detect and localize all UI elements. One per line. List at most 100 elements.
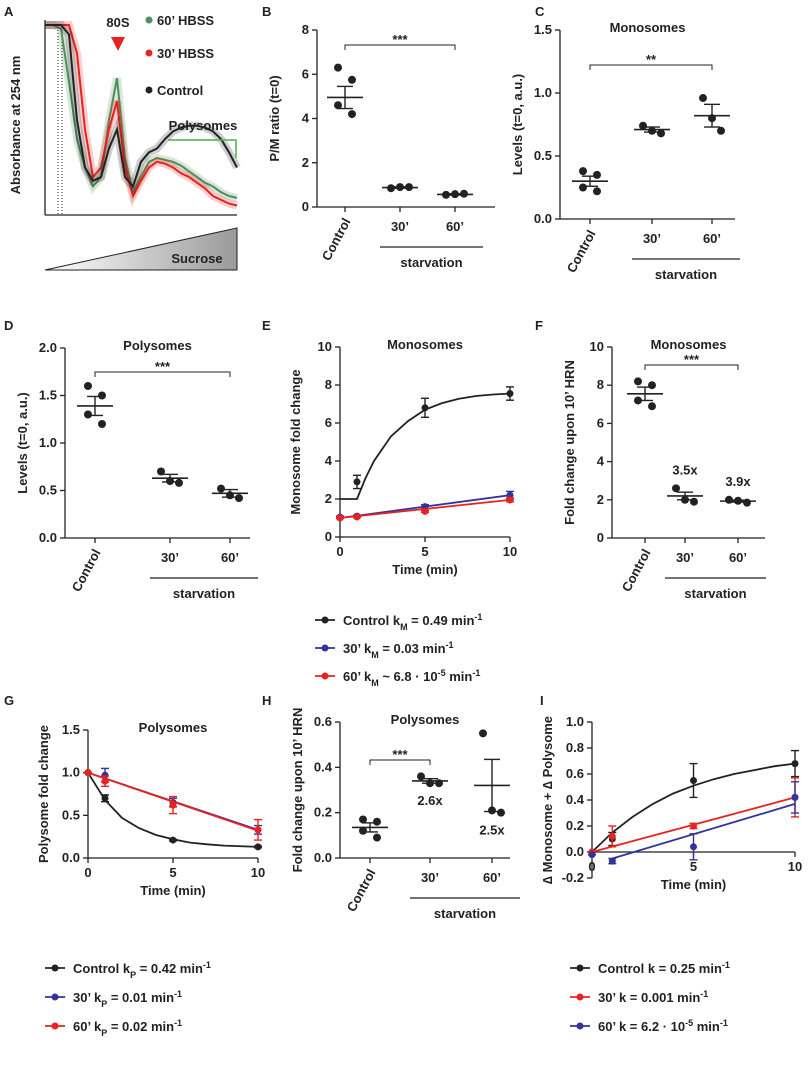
- legend-label-part: P: [101, 999, 107, 1009]
- sucrose-gradient: [44, 227, 238, 271]
- legend-dot: [576, 964, 584, 972]
- trace: [45, 24, 238, 207]
- y-tick-label: 0.5: [39, 483, 57, 498]
- significance-bracket: [644, 364, 739, 370]
- panel-letter: E: [262, 318, 271, 333]
- x-tick-label: 30’: [643, 231, 661, 246]
- x-tick-label: 60’: [703, 231, 721, 246]
- y-tick-label: 0.6: [314, 714, 332, 729]
- x-tick-label: 0: [588, 859, 595, 874]
- data-point: [791, 793, 799, 801]
- panel-title: Monosomes: [387, 337, 463, 352]
- legend-label-part: 60’ k: [73, 1019, 102, 1034]
- x-tick-label: 5: [690, 859, 697, 874]
- panel-title: Polysomes: [123, 338, 192, 353]
- data-point: [672, 484, 680, 493]
- legend-dot: [51, 1022, 59, 1030]
- data-point: [359, 815, 367, 824]
- legend-label-part: min: [446, 669, 473, 684]
- legend-label-part: Control k: [73, 961, 131, 976]
- legend-label-part: -1: [720, 1018, 728, 1028]
- legend-label-part: -5: [438, 668, 446, 678]
- data-point: [634, 377, 642, 386]
- y-tick-label: 2: [597, 492, 604, 507]
- x-tick-label: 10: [503, 544, 517, 559]
- group-label: starvation: [434, 906, 496, 921]
- fit-line: [340, 392, 511, 500]
- legend-label: Control: [157, 83, 203, 98]
- legend-label-part: = 0.49 min: [408, 613, 475, 628]
- legend-label: 30’ k = 0.001 min-1: [598, 989, 708, 1005]
- legend-label-part: M: [371, 678, 379, 688]
- panel-title: Polysomes: [139, 720, 208, 735]
- legend-dot: [145, 49, 153, 57]
- legend-label-part: 30’ k: [73, 990, 102, 1005]
- legend-label: 30’ kP = 0.01 min-1: [73, 989, 182, 1009]
- legend-dot: [321, 644, 329, 652]
- y-axis-label: Fold change upon 10’ HRN: [562, 360, 577, 525]
- trace: [45, 24, 238, 199]
- legend-label: 30’ HBSS: [157, 46, 214, 61]
- legend-label-part: = 0.03 min: [379, 641, 446, 656]
- x-tick-label: 30’: [161, 550, 179, 565]
- panel-letter: G: [4, 693, 14, 708]
- annotation: 80S: [106, 15, 129, 30]
- y-tick-label: 0.2: [314, 805, 332, 820]
- legend-label-part: = 0.02 min: [107, 1019, 174, 1034]
- y-tick-label: 0.0: [534, 211, 552, 226]
- y-tick-label: 2.0: [39, 340, 57, 355]
- data-point: [98, 420, 106, 428]
- data-point: [506, 496, 514, 504]
- data-point: [588, 851, 596, 859]
- x-tick-label: 30’: [676, 550, 694, 565]
- data-point: [348, 110, 356, 119]
- legend-label: Control kM = 0.49 min-1: [343, 612, 482, 632]
- data-point: [657, 129, 665, 138]
- y-axis-label: Monosome fold change: [288, 369, 303, 514]
- legend-label: 60’ k = 6.2 · 10-5 min-1: [598, 1018, 728, 1034]
- x-axis-label: Time (min): [661, 877, 727, 892]
- panel-letter: H: [262, 693, 271, 708]
- legend-label-part: -5: [685, 1018, 693, 1028]
- y-axis-label: Absorbance at 254 nm: [8, 56, 23, 195]
- legend-dot: [576, 1022, 584, 1030]
- y-tick-label: 4: [302, 111, 310, 126]
- data-point: [699, 94, 707, 103]
- fit-line: [87, 772, 259, 848]
- significance-bracket: [589, 64, 713, 70]
- legend-label-part: 60’ k = 6.2 · 10: [598, 1019, 685, 1034]
- y-tick-label: 10: [590, 339, 604, 354]
- y-axis-label: P/M ratio (t=0): [267, 75, 282, 161]
- y-tick-label: 2: [325, 491, 332, 506]
- significance-bracket: [369, 759, 431, 765]
- data-point: [579, 167, 587, 176]
- data-point: [217, 484, 225, 493]
- legend-label-part: M: [400, 622, 408, 632]
- y-tick-label: 1.5: [62, 722, 80, 737]
- significance-bracket: [94, 371, 231, 377]
- data-point: [791, 760, 799, 768]
- trace: [45, 24, 238, 189]
- data-point: [101, 794, 109, 802]
- group-label: starvation: [684, 586, 746, 601]
- significance-label: **: [646, 52, 657, 67]
- legend-label-part: M: [371, 650, 379, 660]
- y-tick-label: 0.0: [39, 530, 57, 545]
- data-point: [254, 843, 262, 851]
- fold-annotation: 3.5x: [672, 462, 698, 477]
- data-point: [690, 777, 697, 784]
- panel-letter: C: [535, 4, 545, 19]
- y-tick-label: 8: [302, 22, 309, 37]
- data-point: [608, 832, 616, 840]
- y-tick-label: 0: [597, 530, 604, 545]
- y-tick-label: 0.4: [566, 792, 585, 807]
- panel-letter: A: [4, 4, 14, 19]
- y-tick-label: 0: [302, 199, 309, 214]
- x-tick-label: 10: [788, 859, 802, 874]
- legend-label: 60’ HBSS: [157, 13, 214, 28]
- data-point: [690, 822, 697, 830]
- x-axis-label: Time (min): [392, 562, 458, 577]
- x-tick-label: 0: [84, 865, 91, 880]
- data-point: [254, 826, 262, 834]
